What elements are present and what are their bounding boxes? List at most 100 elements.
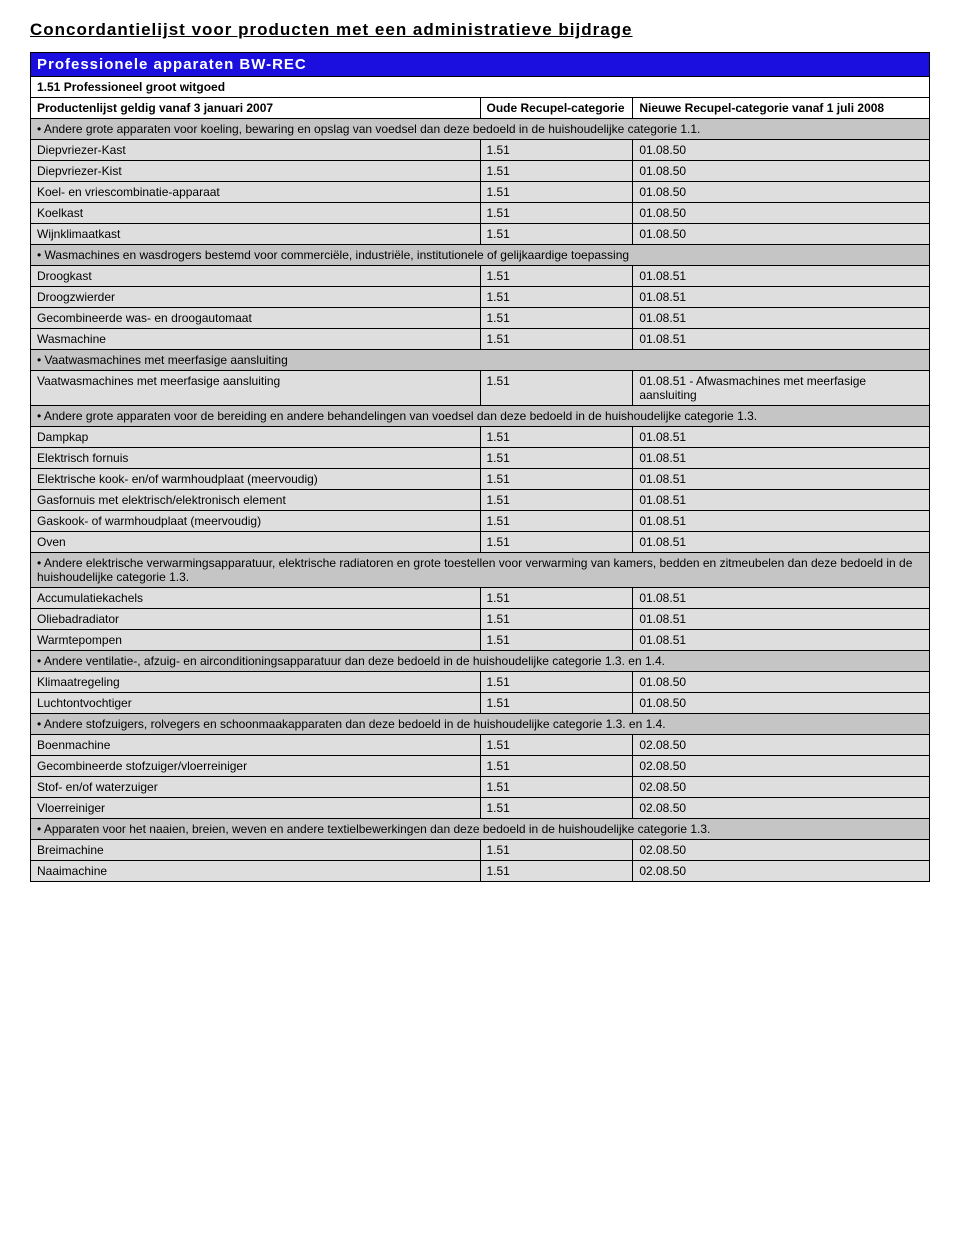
doc-title: Concordantielijst voor producten met een…: [30, 20, 930, 40]
table-row: Vaatwasmachines met meerfasige aansluiti…: [31, 371, 930, 406]
cell-product: Vaatwasmachines met meerfasige aansluiti…: [31, 371, 481, 406]
cell-old-category: 1.51: [480, 329, 633, 350]
cell-new-category: 01.08.51: [633, 532, 930, 553]
cell-product: Dampkap: [31, 427, 481, 448]
cell-new-category: 02.08.50: [633, 861, 930, 882]
cell-new-category: 01.08.50: [633, 182, 930, 203]
cell-old-category: 1.51: [480, 861, 633, 882]
cell-new-category: 01.08.51: [633, 287, 930, 308]
table-row: Wijnklimaatkast1.5101.08.50: [31, 224, 930, 245]
cell-new-category: 01.08.50: [633, 224, 930, 245]
table-row: Elektrisch fornuis1.5101.08.51: [31, 448, 930, 469]
cell-old-category: 1.51: [480, 266, 633, 287]
table-row: Oven1.5101.08.51: [31, 532, 930, 553]
blue-header-text: Professionele apparaten BW-REC: [31, 53, 930, 77]
cell-new-category: 01.08.51: [633, 448, 930, 469]
cell-old-category: 1.51: [480, 140, 633, 161]
table-row: Diepvriezer-Kast1.5101.08.50: [31, 140, 930, 161]
table-row: Koelkast1.5101.08.50: [31, 203, 930, 224]
cell-product: Oven: [31, 532, 481, 553]
cell-old-category: 1.51: [480, 588, 633, 609]
cell-new-category: 01.08.50: [633, 693, 930, 714]
concordance-table: Professionele apparaten BW-REC 1.51 Prof…: [30, 52, 930, 882]
cell-new-category: 01.08.50: [633, 161, 930, 182]
table-row: Breimachine1.5102.08.50: [31, 840, 930, 861]
cell-new-category: 01.08.51: [633, 490, 930, 511]
cell-new-category: 01.08.51: [633, 609, 930, 630]
cell-old-category: 1.51: [480, 735, 633, 756]
cell-new-category: 01.08.51: [633, 588, 930, 609]
section-row: • Andere grote apparaten voor de bereidi…: [31, 406, 930, 427]
columns-header-row: Productenlijst geldig vanaf 3 januari 20…: [31, 98, 930, 119]
section-row: • Andere ventilatie-, afzuig- en aircond…: [31, 651, 930, 672]
table-row: Gecombineerde stofzuiger/vloerreiniger1.…: [31, 756, 930, 777]
table-row: Warmtepompen1.5101.08.51: [31, 630, 930, 651]
cell-old-category: 1.51: [480, 777, 633, 798]
table-row: Boenmachine1.5102.08.50: [31, 735, 930, 756]
cell-old-category: 1.51: [480, 511, 633, 532]
table-row: Wasmachine1.5101.08.51: [31, 329, 930, 350]
cell-product: Gecombineerde stofzuiger/vloerreiniger: [31, 756, 481, 777]
col-b-header: Oude Recupel-categorie: [480, 98, 633, 119]
cell-new-category: 02.08.50: [633, 756, 930, 777]
cell-product: Naaimachine: [31, 861, 481, 882]
section-text: • Andere grote apparaten voor de bereidi…: [31, 406, 930, 427]
section-row: • Wasmachines en wasdrogers bestemd voor…: [31, 245, 930, 266]
table-row: Dampkap1.5101.08.51: [31, 427, 930, 448]
cell-new-category: 01.08.51: [633, 511, 930, 532]
cell-product: Gaskook- of warmhoudplaat (meervoudig): [31, 511, 481, 532]
section-row: • Vaatwasmachines met meerfasige aanslui…: [31, 350, 930, 371]
table-row: Koel- en vriescombinatie-apparaat1.5101.…: [31, 182, 930, 203]
cell-old-category: 1.51: [480, 672, 633, 693]
cell-old-category: 1.51: [480, 161, 633, 182]
cell-product: Stof- en/of waterzuiger: [31, 777, 481, 798]
cell-old-category: 1.51: [480, 490, 633, 511]
cell-new-category: 01.08.50: [633, 140, 930, 161]
cell-product: Koelkast: [31, 203, 481, 224]
cell-new-category: 01.08.51: [633, 266, 930, 287]
cell-old-category: 1.51: [480, 532, 633, 553]
table-row: Stof- en/of waterzuiger1.5102.08.50: [31, 777, 930, 798]
cell-old-category: 1.51: [480, 308, 633, 329]
cell-product: Droogkast: [31, 266, 481, 287]
cell-old-category: 1.51: [480, 224, 633, 245]
cell-product: Wasmachine: [31, 329, 481, 350]
section-row: • Andere elektrische verwarmingsapparatu…: [31, 553, 930, 588]
blue-header-row: Professionele apparaten BW-REC: [31, 53, 930, 77]
table-row: Naaimachine1.5102.08.50: [31, 861, 930, 882]
col-c-header: Nieuwe Recupel-categorie vanaf 1 juli 20…: [633, 98, 930, 119]
cell-new-category: 02.08.50: [633, 840, 930, 861]
table-row: Droogzwierder1.5101.08.51: [31, 287, 930, 308]
cell-product: Diepvriezer-Kast: [31, 140, 481, 161]
cell-new-category: 01.08.51: [633, 329, 930, 350]
cell-new-category: 01.08.51 - Afwasmachines met meerfasige …: [633, 371, 930, 406]
cell-old-category: 1.51: [480, 287, 633, 308]
section-row: • Andere grote apparaten voor koeling, b…: [31, 119, 930, 140]
cell-new-category: 01.08.51: [633, 469, 930, 490]
table-row: Gasfornuis met elektrisch/elektronisch e…: [31, 490, 930, 511]
cell-product: Droogzwierder: [31, 287, 481, 308]
cell-old-category: 1.51: [480, 840, 633, 861]
cell-product: Diepvriezer-Kist: [31, 161, 481, 182]
table-row: Diepvriezer-Kist1.5101.08.50: [31, 161, 930, 182]
table-row: Oliebadradiator1.5101.08.51: [31, 609, 930, 630]
table-row: Accumulatiekachels1.5101.08.51: [31, 588, 930, 609]
cell-old-category: 1.51: [480, 182, 633, 203]
section-row: • Andere stofzuigers, rolvegers en schoo…: [31, 714, 930, 735]
cell-old-category: 1.51: [480, 693, 633, 714]
cell-product: Koel- en vriescombinatie-apparaat: [31, 182, 481, 203]
cell-product: Klimaatregeling: [31, 672, 481, 693]
section-text: • Andere ventilatie-, afzuig- en aircond…: [31, 651, 930, 672]
col-a-header: Productenlijst geldig vanaf 3 januari 20…: [31, 98, 481, 119]
cell-product: Warmtepompen: [31, 630, 481, 651]
cell-old-category: 1.51: [480, 469, 633, 490]
section-text: • Wasmachines en wasdrogers bestemd voor…: [31, 245, 930, 266]
table-row: Gaskook- of warmhoudplaat (meervoudig)1.…: [31, 511, 930, 532]
section-row: • Apparaten voor het naaien, breien, wev…: [31, 819, 930, 840]
cell-product: Boenmachine: [31, 735, 481, 756]
table-row: Luchtontvochtiger1.5101.08.50: [31, 693, 930, 714]
section-text: • Andere stofzuigers, rolvegers en schoo…: [31, 714, 930, 735]
subheader-text: 1.51 Professioneel groot witgoed: [31, 77, 930, 98]
cell-product: Wijnklimaatkast: [31, 224, 481, 245]
cell-new-category: 01.08.50: [633, 672, 930, 693]
